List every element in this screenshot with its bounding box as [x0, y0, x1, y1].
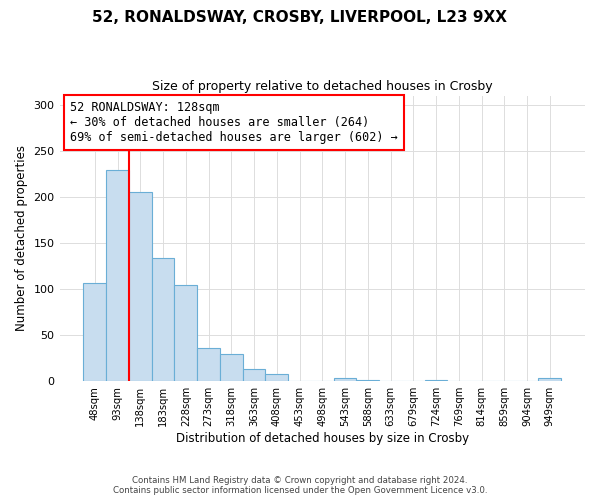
Bar: [356, 380, 379, 381]
Text: 52 RONALDSWAY: 128sqm
← 30% of detached houses are smaller (264)
69% of semi-det: 52 RONALDSWAY: 128sqm ← 30% of detached …: [70, 102, 398, 144]
Text: Contains HM Land Registry data © Crown copyright and database right 2024.
Contai: Contains HM Land Registry data © Crown c…: [113, 476, 487, 495]
Bar: [83, 282, 106, 381]
Bar: [129, 192, 152, 381]
Text: 52, RONALDSWAY, CROSBY, LIVERPOOL, L23 9XX: 52, RONALDSWAY, CROSBY, LIVERPOOL, L23 9…: [92, 10, 508, 25]
Bar: [425, 380, 448, 381]
Bar: [538, 378, 561, 381]
Bar: [242, 369, 265, 381]
Bar: [152, 258, 175, 381]
Title: Size of property relative to detached houses in Crosby: Size of property relative to detached ho…: [152, 80, 493, 93]
Bar: [265, 374, 288, 381]
Bar: [106, 170, 129, 381]
Bar: [220, 354, 242, 381]
Bar: [197, 348, 220, 381]
Y-axis label: Number of detached properties: Number of detached properties: [15, 146, 28, 332]
Bar: [334, 378, 356, 381]
X-axis label: Distribution of detached houses by size in Crosby: Distribution of detached houses by size …: [176, 432, 469, 445]
Bar: [175, 286, 197, 381]
